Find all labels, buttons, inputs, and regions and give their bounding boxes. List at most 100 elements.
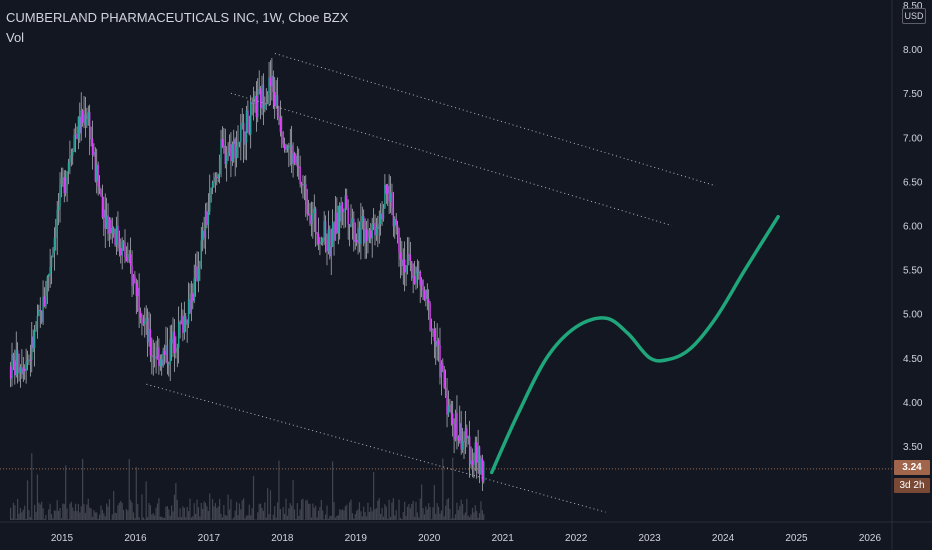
candle-up: [197, 268, 200, 282]
candle-up: [209, 193, 211, 212]
volume-bar: [330, 515, 332, 520]
candle-down: [450, 404, 452, 414]
candle-down: [242, 122, 245, 145]
x-tick-label: 2018: [271, 533, 294, 544]
volume-bar: [36, 474, 39, 520]
volume-bar: [166, 506, 168, 520]
candle-down: [138, 287, 140, 312]
symbol-title[interactable]: CUMBERLAND PHARMACEUTICALS INC, 1W, Cboe…: [6, 10, 349, 25]
candle-up: [223, 145, 225, 147]
candle-down: [309, 215, 311, 224]
x-tick-label: 2022: [565, 533, 588, 544]
volume-bar: [176, 499, 178, 520]
volume-bar: [15, 518, 17, 520]
volume-bar: [238, 503, 241, 520]
candle-up: [59, 184, 61, 207]
candle-up: [64, 183, 67, 194]
candle-down: [283, 144, 286, 150]
candle-down: [408, 254, 410, 256]
candle-down: [392, 207, 395, 227]
candle-down: [401, 259, 403, 267]
volume-bar: [317, 510, 320, 520]
volume-bar: [31, 453, 33, 520]
candle-down: [377, 227, 379, 229]
volume-bar: [12, 502, 15, 520]
y-tick-label: 5.50: [903, 266, 923, 277]
volume-bar: [151, 514, 153, 520]
volume-label[interactable]: Vol: [6, 30, 25, 45]
volume-bar: [274, 506, 276, 520]
candle-down: [381, 213, 383, 220]
volume-bar: [268, 513, 270, 520]
candle-up: [440, 363, 443, 378]
volume-bar: [24, 505, 26, 520]
volume-bar: [466, 498, 468, 520]
candle-up: [148, 329, 150, 343]
volume-bar: [200, 503, 202, 520]
volume-bar: [146, 517, 149, 520]
candle-down: [234, 139, 236, 159]
volume-bar: [471, 507, 474, 520]
candle-up: [319, 242, 321, 244]
volume-bar: [370, 507, 372, 520]
candle-up: [86, 119, 88, 126]
volume-bar: [195, 513, 197, 520]
volume-bar: [346, 504, 348, 520]
candle-down: [399, 252, 402, 260]
candle-down: [230, 144, 232, 161]
y-tick-label: 3.50: [903, 442, 923, 453]
volume-bar: [219, 498, 221, 520]
candle-up: [303, 184, 306, 186]
candle-up: [172, 331, 174, 344]
volume-bar: [293, 509, 296, 520]
candle-down: [203, 230, 205, 239]
candle-down: [248, 132, 250, 135]
candle-up: [477, 446, 479, 463]
channel-trendline[interactable]: [274, 53, 716, 187]
candle-up: [115, 225, 118, 245]
volume-bar: [19, 507, 22, 520]
currency-label[interactable]: USD: [902, 8, 926, 24]
volume-bar: [288, 508, 290, 520]
volume-bar: [446, 499, 448, 520]
volume-bar: [187, 511, 190, 520]
forecast-curve[interactable]: [489, 214, 780, 475]
candle-down: [423, 290, 426, 300]
candle-down: [281, 131, 283, 137]
volume-bar: [199, 516, 201, 520]
candle-down: [307, 213, 310, 216]
candle-down: [158, 347, 160, 367]
volume-bar: [155, 507, 157, 520]
candle-up: [295, 155, 297, 164]
volume-bar: [186, 506, 188, 520]
candle-up: [186, 323, 188, 325]
volume-bar: [460, 499, 462, 520]
y-tick-label: 4.00: [903, 398, 923, 409]
volume-bar: [250, 515, 252, 520]
candle-down: [91, 138, 94, 155]
candle-up: [144, 321, 146, 325]
candle-up: [231, 144, 234, 161]
volume-bar: [84, 512, 87, 520]
channel-trendline[interactable]: [230, 92, 672, 226]
volume-bar: [312, 503, 314, 520]
volume-bar: [62, 503, 64, 520]
candle-up: [142, 324, 145, 326]
candle-down: [206, 211, 208, 225]
candle-up: [337, 205, 339, 233]
volume-bar: [38, 502, 40, 520]
candle-up: [473, 461, 475, 466]
candle-up: [360, 222, 362, 244]
candle-up: [420, 280, 423, 286]
candle-up: [351, 218, 354, 223]
candle-up: [430, 328, 433, 331]
candle-up: [238, 142, 241, 144]
volume-bar: [368, 511, 370, 520]
candle-down: [247, 110, 249, 133]
candle-down: [456, 412, 458, 437]
candle-down: [166, 345, 169, 365]
channel-trendline[interactable]: [146, 383, 606, 513]
volume-bar: [131, 502, 133, 520]
candle-up: [225, 156, 228, 165]
